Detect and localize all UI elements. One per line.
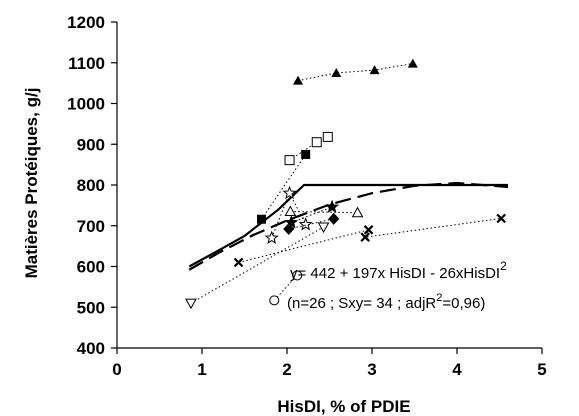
- series-connector: [297, 63, 413, 82]
- data-point: [301, 149, 311, 159]
- data-points: [185, 58, 506, 310]
- y-tick-label: 1100: [68, 54, 105, 73]
- data-point: [496, 213, 506, 224]
- data-point: [311, 137, 322, 148]
- y-tick-label: 500: [77, 298, 105, 317]
- data-point: [269, 295, 280, 306]
- solid-fit-line: [188, 183, 508, 268]
- x-tick-label: 2: [282, 360, 291, 379]
- x-axis-label: HisDI, % of PDIE: [277, 397, 410, 416]
- data-point: [322, 131, 333, 142]
- data-point: [351, 206, 364, 218]
- regression-stats-superscript: 2: [436, 292, 442, 304]
- series-connector: [290, 210, 358, 214]
- data-point: [185, 298, 197, 310]
- data-point: [257, 214, 266, 224]
- data-point: [407, 58, 418, 68]
- dashed-fit-line: [188, 181, 509, 271]
- series-connector: [291, 206, 333, 223]
- data-point: [284, 215, 299, 229]
- data-point: [284, 155, 295, 166]
- fit-lines: [188, 181, 509, 271]
- x-tick-label: 4: [452, 360, 462, 379]
- regression-equation-text: y= 442 + 197x HisDI - 26xHisDI: [290, 265, 500, 282]
- data-point-stroke: [496, 213, 506, 224]
- data-point: [360, 232, 370, 242]
- tick-labels: 0 1 2 3 4 5 400 500 600 700 800 900 1000 1100 1200: [67, 13, 547, 379]
- data-point: [328, 212, 340, 225]
- y-tick-label: 1000: [67, 95, 105, 114]
- series-connector: [261, 154, 307, 220]
- regression-stats-tail: =0,96): [442, 295, 485, 312]
- x-tick-label: 1: [197, 360, 206, 379]
- series-connector: [190, 226, 324, 304]
- x-tick-label: 0: [112, 360, 121, 379]
- y-tick-label: 600: [77, 258, 105, 277]
- y-tick-label: 800: [77, 176, 105, 195]
- data-point: [282, 185, 297, 200]
- y-axis-label: Matières Protéiques, g/j: [22, 88, 41, 279]
- y-tick-label: 700: [77, 217, 105, 236]
- x-tick-label: 5: [537, 360, 546, 379]
- data-point-stroke: [233, 257, 244, 268]
- regression-equation: y= 442 + 197x HisDI - 26xHisDI2: [290, 259, 507, 282]
- data-point: [331, 67, 342, 77]
- data-point: [363, 225, 374, 235]
- data-point: [369, 65, 380, 75]
- data-point-stroke: [363, 225, 374, 235]
- series-connector: [273, 275, 298, 301]
- data-point: [283, 223, 295, 236]
- y-tick-label: 1200: [67, 13, 105, 32]
- data-point: [264, 230, 279, 244]
- x-tick-label: 3: [367, 360, 376, 379]
- regression-equation-superscript: 2: [500, 259, 507, 273]
- data-point: [298, 217, 313, 231]
- regression-stats-text: (n=26 ; Sxy= 34 ; adjR: [287, 295, 436, 312]
- data-point-stroke: [360, 232, 370, 242]
- data-point: [293, 75, 304, 85]
- data-point: [284, 205, 297, 216]
- regression-stats: (n=26 ; Sxy= 34 ; adjR2=0,96): [287, 292, 485, 312]
- y-tick-label: 400: [77, 339, 105, 358]
- data-point: [292, 270, 303, 281]
- data-point: [233, 257, 244, 268]
- y-tick-label: 900: [77, 135, 105, 154]
- data-point: [325, 199, 340, 213]
- data-point: [317, 222, 330, 234]
- axes: [111, 21, 543, 354]
